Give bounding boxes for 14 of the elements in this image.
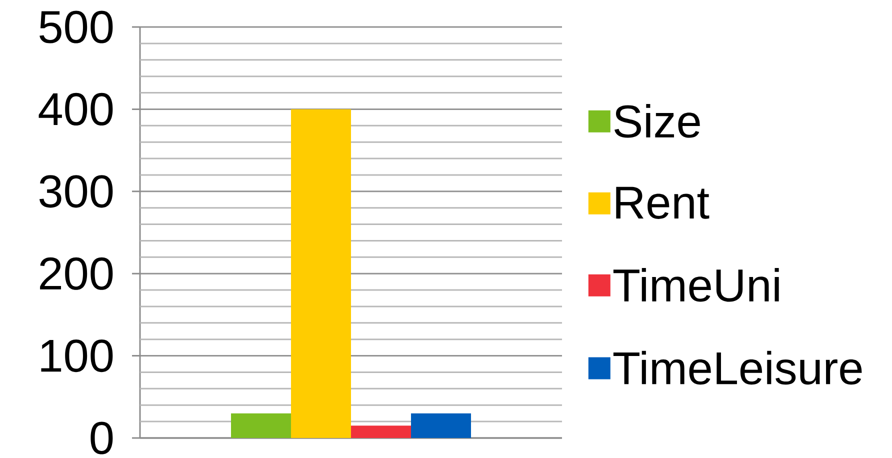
y-tick-label: 200 — [40, 258, 113, 290]
legend-label: Rent — [616, 187, 710, 220]
y-tick-label: 500 — [40, 10, 113, 44]
legend-label: Size — [614, 104, 700, 138]
y-tick-label: 0 — [90, 422, 113, 454]
legend-label: TimeUni — [613, 268, 779, 302]
bar — [351, 426, 411, 438]
bar — [291, 109, 352, 438]
bar — [411, 414, 471, 438]
y-tick-label: 300 — [39, 175, 113, 208]
y-tick-label: 400 — [38, 93, 113, 126]
bar — [231, 414, 292, 438]
y-tick-label: 100 — [41, 340, 113, 372]
legend-label: TimeLeisure — [613, 351, 862, 385]
